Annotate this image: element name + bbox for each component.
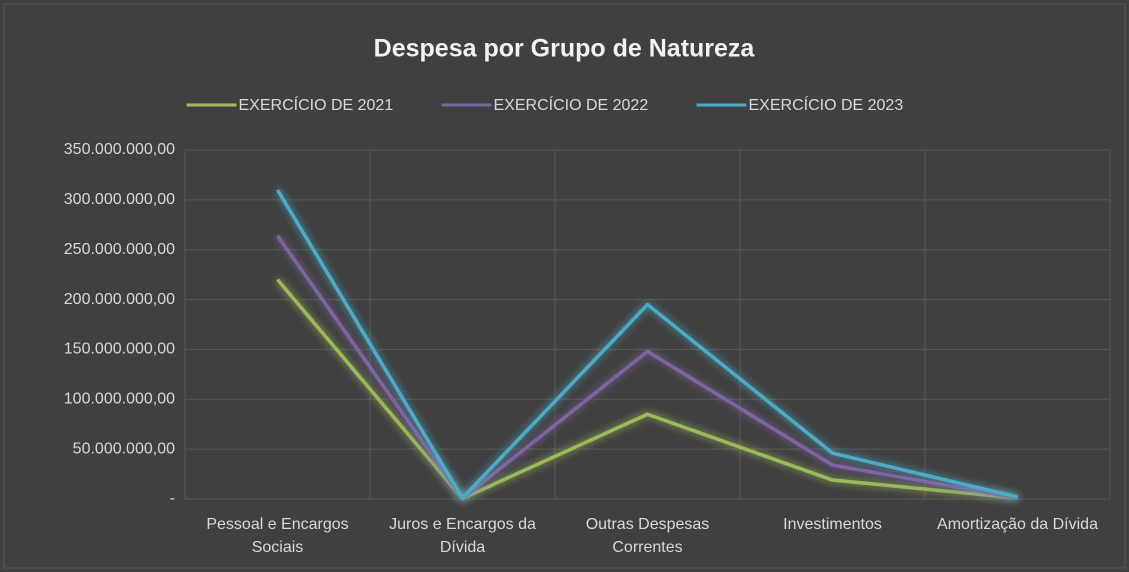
y-tick-label: 200.000.000,00: [64, 291, 175, 308]
y-tick-label: 150.000.000,00: [64, 341, 175, 358]
x-tick-label: Amortização da Dívida: [937, 516, 1098, 533]
y-tick-label: 100.000.000,00: [64, 391, 175, 408]
series-line: [276, 234, 1018, 501]
x-tick-label: Outras Despesas Correntes: [585, 516, 710, 556]
chart-border: [3, 3, 1126, 569]
legend-label: EXERCÍCIO DE 2023: [749, 95, 904, 114]
series-line: [275, 188, 1018, 500]
x-tick-label: Investimentos: [783, 516, 882, 533]
legend-label: EXERCÍCIO DE 2022: [494, 95, 649, 114]
x-tick-label: Juros e Encargos da Dívida: [389, 516, 536, 556]
chart-title: Despesa por Grupo de Natureza: [374, 35, 756, 63]
y-tick-label: 350.000.000,00: [64, 141, 175, 158]
legend-label: EXERCÍCIO DE 2021: [239, 95, 394, 114]
series-line: [276, 278, 1018, 501]
y-tick-label: 250.000.000,00: [64, 241, 175, 258]
y-tick-label: -: [170, 490, 175, 507]
y-tick-label: 300.000.000,00: [64, 191, 175, 208]
y-tick-label: 50.000.000,00: [73, 440, 175, 457]
x-tick-label: Pessoal e Encargos Sociais: [206, 516, 349, 556]
